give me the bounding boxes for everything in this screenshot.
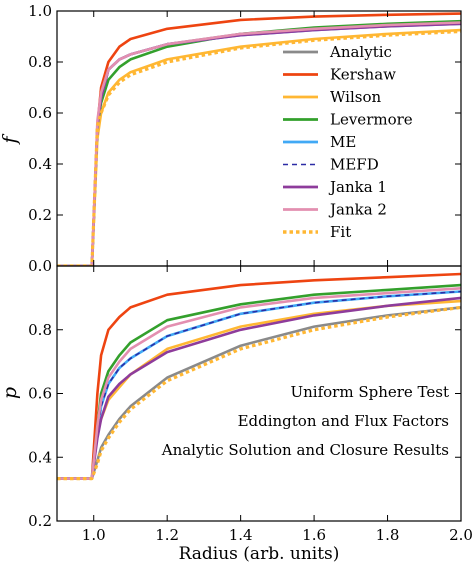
top-line-fit — [57, 29, 461, 266]
xtick-label: 2.0 — [449, 526, 473, 544]
top-line-levermore — [57, 19, 461, 266]
bottom-line-janka-2 — [57, 287, 461, 480]
annotation-text: Analytic Solution and Closure Results — [161, 441, 449, 459]
bottom-ytick-label: 0.2 — [28, 512, 52, 530]
top-line-kershaw — [57, 12, 461, 266]
top-line-wilson — [57, 28, 461, 266]
top-ytick-label: 0.2 — [28, 206, 52, 224]
legend-label: ME — [330, 133, 356, 151]
bottom-series-lines — [57, 272, 461, 481]
bottom-ytick-label: 0.4 — [28, 448, 52, 466]
bottom-ytick-label: 0.6 — [28, 385, 52, 403]
xtick-label: 1.0 — [82, 526, 106, 544]
annotations: Uniform Sphere Test Eddington and Flux Fa… — [161, 383, 449, 459]
top-line-janka-2 — [57, 21, 461, 266]
bottom-panel-p: 0.2 0.4 0.6 0.8 1.0 1.2 1.4 1.6 1.8 2.0 — [28, 265, 473, 544]
annotation-text: Uniform Sphere Test — [290, 383, 449, 401]
y-axis-label-p: p — [0, 387, 21, 399]
bottom-ytick-label: 0.8 — [28, 321, 52, 339]
legend-label: MEFD — [330, 156, 379, 174]
xtick-label: 1.8 — [376, 526, 400, 544]
legend-label: Analytic — [329, 43, 392, 61]
xtick-label: 1.6 — [302, 526, 326, 544]
top-ytick-label: 0.0 — [28, 257, 52, 275]
top-panel-f: 0.0 0.2 0.4 0.6 0.8 1.0 — [28, 2, 462, 275]
legend-label: Janka 1 — [328, 178, 387, 196]
legend-label: Wilson — [330, 88, 381, 106]
legend-label: Levermore — [330, 111, 413, 129]
top-ytick-label: 0.8 — [28, 53, 52, 71]
bottom-line-kershaw — [57, 272, 461, 480]
bottom-line-analytic — [57, 306, 461, 480]
legend-label: Janka 2 — [328, 201, 387, 219]
xtick-label: 1.4 — [229, 526, 253, 544]
legend-label: Kershaw — [330, 66, 396, 84]
y-axis-label-f: f — [0, 134, 21, 146]
legend-label: Fit — [330, 223, 351, 241]
xtick-label: 1.2 — [155, 526, 179, 544]
legend: Analytic Kershaw Wilson Levermore ME MEFD Jank… — [283, 43, 413, 241]
annotation-text: Eddington and Flux Factors — [238, 412, 449, 430]
top-series-lines — [57, 12, 461, 266]
bottom-line-fit — [57, 305, 461, 481]
top-ytick-label: 0.6 — [28, 104, 52, 122]
top-ytick-label: 1.0 — [28, 2, 52, 20]
x-axis-label: Radius (arb. units) — [179, 544, 340, 564]
top-ytick-label: 0.4 — [28, 155, 52, 173]
top-line-analytic — [57, 21, 461, 266]
